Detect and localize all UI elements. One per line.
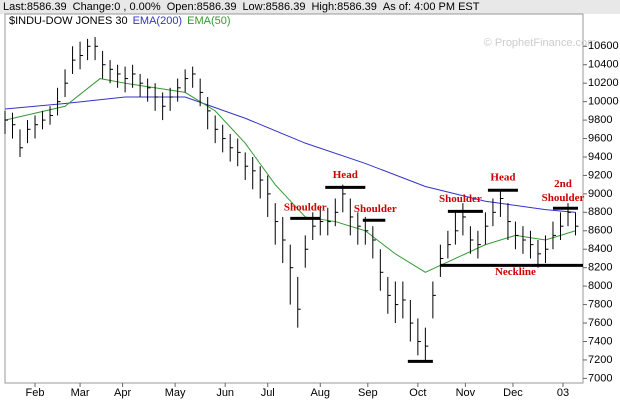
y-tick-label: 8400 bbox=[588, 243, 612, 255]
x-tick-label: Sep bbox=[358, 387, 378, 399]
header-item: Change:0 , 0.00% bbox=[73, 1, 161, 13]
x-tick-label: Feb bbox=[26, 387, 45, 399]
y-tick-label: 10200 bbox=[588, 77, 619, 89]
x-tick-label: May bbox=[165, 387, 186, 399]
annotation: Shoulder bbox=[542, 192, 585, 204]
x-tick-label: Jun bbox=[216, 387, 234, 399]
header-item: High:8586.39 bbox=[311, 1, 376, 13]
legend: $INDU-DOW JONES 30 EMA(200) EMA(50) bbox=[9, 15, 231, 27]
annotation: Shoulder bbox=[354, 203, 397, 215]
x-tick-label: Aug bbox=[310, 387, 330, 399]
legend-entry: EMA(50) bbox=[187, 15, 230, 27]
legend-entry: EMA(200) bbox=[133, 15, 183, 27]
y-tick-label: 8600 bbox=[588, 225, 612, 237]
x-tick-label: Oct bbox=[409, 387, 426, 399]
x-tick-label: 03 bbox=[557, 387, 569, 399]
annotation: Neckline bbox=[495, 266, 536, 278]
y-tick-label: 9400 bbox=[588, 151, 612, 163]
y-tick-label: 8200 bbox=[588, 262, 612, 274]
header-item: Open:8586.39 bbox=[167, 1, 237, 13]
y-tick-label: 7200 bbox=[588, 354, 612, 366]
y-tick-label: 9200 bbox=[588, 169, 612, 181]
y-tick-label: 8800 bbox=[588, 206, 612, 218]
annotation: Shoulder bbox=[284, 201, 327, 213]
y-tick-label: 9600 bbox=[588, 132, 612, 144]
header-text: Last:8586.39 Change:0 , 0.00% Open:8586.39… bbox=[3, 1, 480, 13]
y-tick-label: 7000 bbox=[588, 372, 612, 384]
y-tick-label: 10000 bbox=[588, 96, 619, 108]
x-tick-label: Dec bbox=[503, 387, 523, 399]
header-item: Last:8586.39 bbox=[3, 1, 67, 13]
header-bar bbox=[0, 0, 620, 14]
annotation: Head bbox=[333, 169, 358, 181]
y-tick-label: 7400 bbox=[588, 335, 612, 347]
ema-line bbox=[4, 96, 576, 213]
x-tick-label: Nov bbox=[456, 387, 476, 399]
header-item: As of: 4:00 PM EST bbox=[383, 1, 480, 13]
header-item: Low:8586.39 bbox=[242, 1, 305, 13]
legend-entry: $INDU-DOW JONES 30 bbox=[9, 15, 128, 27]
y-tick-label: 9800 bbox=[588, 114, 612, 126]
plot-frame bbox=[4, 13, 584, 384]
annotation: Head bbox=[490, 172, 515, 184]
y-tick-label: 10400 bbox=[588, 59, 619, 71]
x-tick-label: Jul bbox=[261, 387, 275, 399]
annotation: Shoulder bbox=[439, 193, 482, 205]
y-tick-label: 10600 bbox=[588, 40, 619, 52]
x-tick-label: Apr bbox=[114, 387, 131, 399]
x-tick-label: Mar bbox=[71, 387, 90, 399]
y-tick-label: 7600 bbox=[588, 317, 612, 329]
y-tick-label: 8000 bbox=[588, 280, 612, 292]
y-tick-label: 9000 bbox=[588, 188, 612, 200]
annotation: 2nd bbox=[554, 178, 572, 190]
watermark: © ProphetFinance.com bbox=[484, 37, 597, 49]
y-tick-label: 7800 bbox=[588, 298, 612, 310]
